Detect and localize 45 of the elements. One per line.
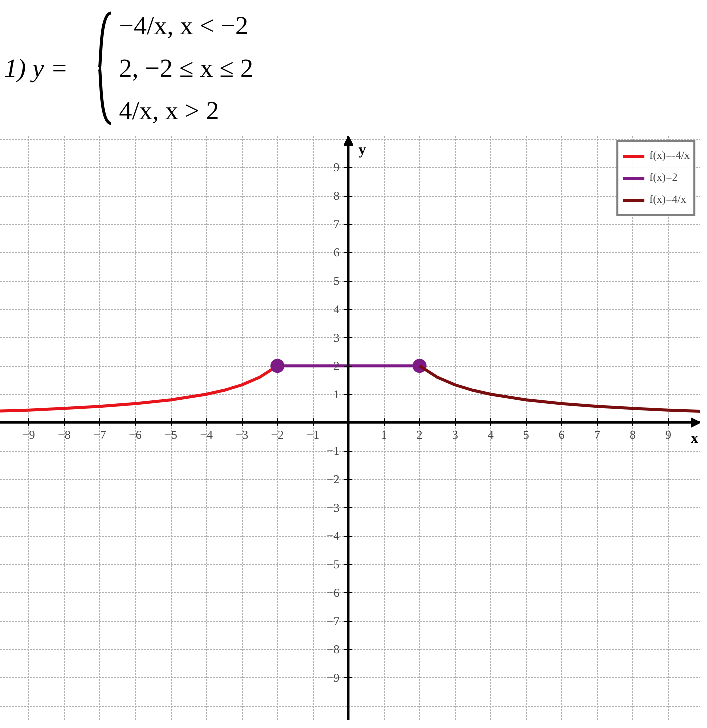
legend-label: f(x)=2 (650, 172, 678, 184)
y-tick-label: −7 (326, 614, 340, 628)
y-tick-label: 5 (334, 274, 340, 288)
y-tick-label: −4 (326, 529, 340, 544)
x-tick-label: −6 (129, 428, 142, 442)
y-tick-label: 7 (334, 217, 340, 232)
x-tick-label: 3 (452, 428, 458, 442)
legend-label: f(x)=-4/x (650, 150, 690, 162)
legend-label: f(x)=4/x (650, 194, 686, 206)
y-tick-label: 3 (334, 330, 340, 345)
y-tick-label: −6 (326, 586, 340, 600)
y-tick-label: −1 (326, 444, 340, 458)
x-axis-title: x (691, 430, 699, 447)
y-tick-label: −8 (326, 642, 340, 657)
y-tick-label: −5 (326, 558, 340, 572)
x-tick-label: −4 (200, 428, 213, 442)
y-tick-label: 8 (334, 189, 340, 204)
y-tick-label: −3 (326, 500, 340, 515)
x-tick-label: 4 (488, 428, 494, 442)
x-tick-label: 5 (523, 428, 530, 442)
x-tick-label: 1 (381, 428, 388, 442)
chart-title: 1) y = (4, 54, 68, 83)
x-tick-label: −3 (236, 428, 249, 442)
x-tick-label: −5 (164, 428, 178, 442)
x-tick-label: 6 (558, 428, 565, 442)
y-tick-label: 2 (334, 359, 340, 374)
x-tick-label: 8 (630, 428, 636, 442)
text: 2, −2 ≤ x ≤ 2 (119, 54, 254, 83)
y-tick-label: 1 (334, 387, 340, 402)
text: 4/x, x > 2 (119, 96, 220, 126)
y-tick-label: 6 (334, 246, 340, 260)
x-tick-label: −8 (58, 428, 71, 442)
x-tick-label: 7 (594, 428, 600, 442)
text: −4/x, x < −2 (119, 12, 249, 41)
y-tick-label: −2 (326, 472, 340, 487)
x-tick-label: 2 (416, 428, 423, 442)
y-axis-title: y (358, 142, 367, 158)
x-tick-label: 9 (666, 428, 672, 442)
x-tick-label: −2 (271, 428, 284, 442)
y-tick-label: 9 (334, 160, 340, 175)
y-tick-label: 4 (334, 302, 340, 316)
x-tick-label: −7 (94, 428, 106, 442)
x-tick-label: −9 (22, 428, 36, 442)
x-tick-label: −1 (306, 428, 320, 442)
y-tick-label: −9 (326, 670, 340, 685)
